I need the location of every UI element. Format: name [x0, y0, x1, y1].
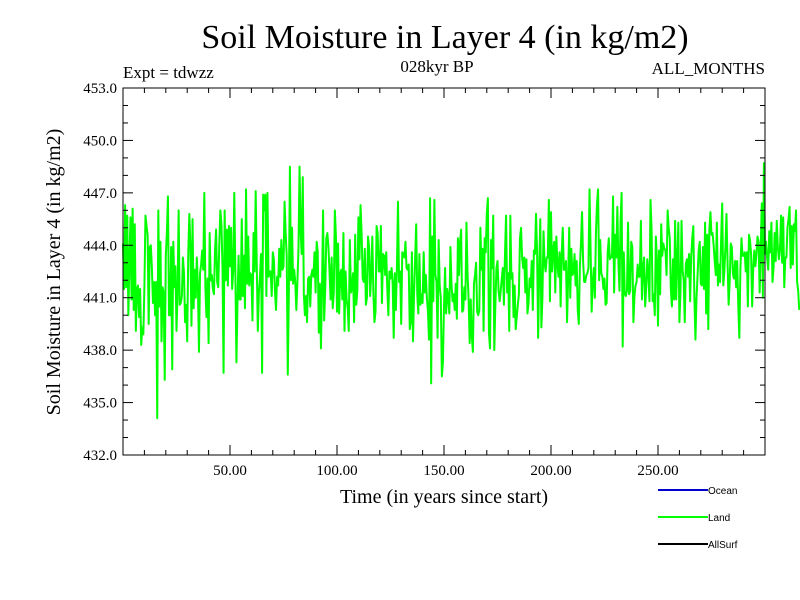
y-tick-label: 438.0: [83, 343, 117, 359]
legend-label-allsurf: AllSurf: [708, 540, 738, 551]
period-label: 028kyr BP: [400, 57, 473, 76]
legend-label-ocean: Ocean: [708, 486, 737, 497]
y-tick-label: 435.0: [83, 396, 117, 412]
y-tick-label: 450.0: [83, 133, 117, 149]
y-axis: 432.0 435.0 438.0 441.0 444.0 447.0 450.0 453.0: [83, 81, 765, 464]
y-tick-label: 444.0: [83, 238, 117, 254]
x-tick-label: 50.00: [213, 463, 247, 479]
x-axis-label: Time (in years since start): [340, 486, 548, 508]
y-axis-label: Soil Moisture in Layer 4 (in kg/m2): [43, 129, 65, 416]
legend: Ocean Land AllSurf: [658, 486, 738, 551]
x-tick-label: 250.00: [637, 463, 678, 479]
legend-label-land: Land: [708, 513, 730, 524]
x-axis: 50.00 100.00 150.00 200.00 250.00: [143, 88, 745, 479]
y-tick-label: 441.0: [83, 291, 117, 307]
series-layer: [122, 162, 800, 420]
chart-title: Soil Moisture in Layer 4 (in kg/m2): [201, 19, 688, 56]
experiment-label: Expt = tdwzz: [123, 63, 214, 82]
y-tick-label: 447.0: [83, 186, 117, 202]
x-tick-label: 100.00: [316, 463, 357, 479]
y-tick-label: 432.0: [83, 448, 117, 464]
y-tick-label: 453.0: [83, 81, 117, 97]
series-line-land: [122, 162, 800, 420]
months-label: ALL_MONTHS: [652, 59, 765, 78]
x-tick-label: 150.00: [423, 463, 464, 479]
x-tick-label: 200.00: [530, 463, 571, 479]
